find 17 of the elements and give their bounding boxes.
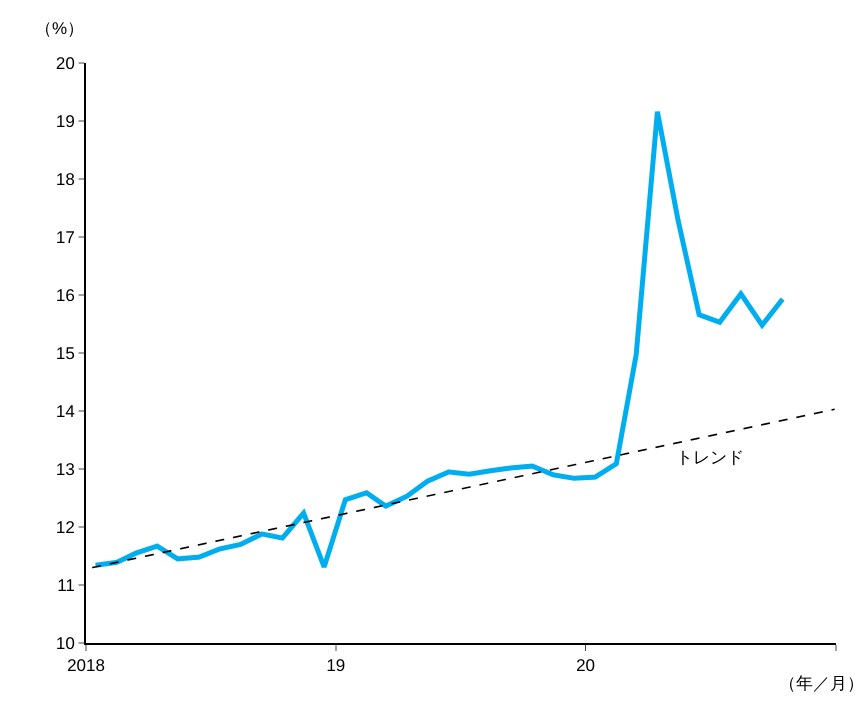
y-tick-label: 18 [56, 170, 75, 189]
x-tick-label: 20 [576, 656, 595, 676]
y-tick-label: 10 [56, 634, 75, 653]
y-tick-label: 16 [56, 286, 75, 305]
y-axis-title: （%） [35, 19, 84, 38]
annotation: トレンド [676, 448, 744, 467]
x-tick-label: 19 [326, 656, 346, 676]
y-tick-label: 13 [56, 460, 75, 479]
x-tick-label: 2018 [67, 656, 105, 676]
y-tick-label: 12 [56, 518, 75, 537]
y-tick-label: 19 [56, 112, 75, 131]
y-tick-label: 11 [57, 576, 75, 595]
y-tick-label: 15 [56, 344, 75, 363]
y-tick-label: 14 [56, 402, 75, 421]
y-tick-label: 17 [56, 228, 75, 247]
y-tick-label: 20 [56, 54, 75, 73]
x-axis-title: （年／月） [779, 674, 864, 693]
